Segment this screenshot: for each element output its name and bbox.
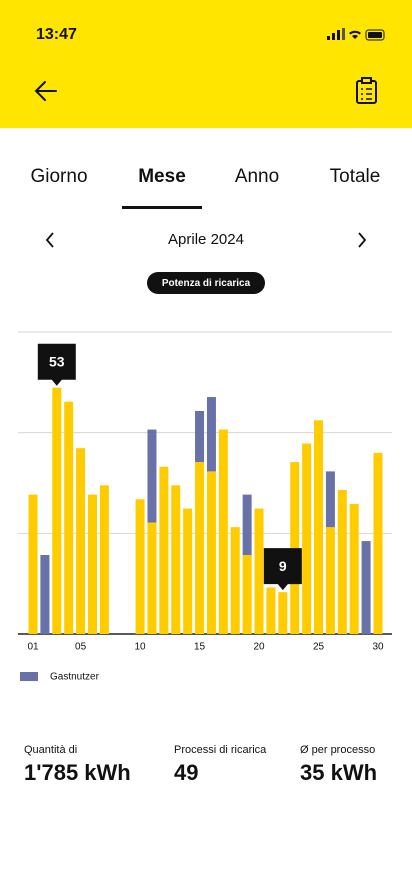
status-icons <box>327 28 385 41</box>
bar <box>218 429 228 634</box>
bar <box>349 503 359 634</box>
bar <box>290 462 300 634</box>
prev-month[interactable] <box>45 232 54 248</box>
x-tick-label: 10 <box>135 642 147 653</box>
bar <box>325 471 335 528</box>
x-tick-label: 20 <box>253 642 265 653</box>
stat-value: 49 <box>174 760 198 785</box>
callout-label: 53 <box>49 353 65 369</box>
bar <box>76 448 86 634</box>
stat-label: Processi di ricarica <box>174 744 267 756</box>
x-tick-label: 05 <box>75 642 87 653</box>
tab[interactable]: Mese <box>138 166 186 187</box>
bar <box>195 410 205 463</box>
chart: 01 05 10 15 20 25 30 53 9 Gastnutzer <box>18 331 392 683</box>
legend-swatch <box>20 672 38 681</box>
back-button[interactable] <box>34 81 57 101</box>
bar <box>147 429 157 523</box>
app-bar <box>0 0 412 128</box>
bar <box>87 494 97 634</box>
tab[interactable]: Anno <box>235 166 279 187</box>
callout <box>37 343 76 386</box>
bar <box>361 541 371 634</box>
status-time: 13:47 <box>36 26 77 43</box>
tab-indicator <box>122 206 202 209</box>
bar <box>206 471 216 634</box>
stat-label: Quantità di <box>24 744 77 756</box>
bar <box>28 494 38 634</box>
bar <box>159 466 169 634</box>
bar <box>314 420 324 634</box>
bar <box>278 592 288 634</box>
tab[interactable]: Giorno <box>30 166 87 187</box>
bar <box>147 522 157 634</box>
bar <box>52 387 62 634</box>
x-tick-label: 15 <box>194 642 206 653</box>
x-tick-label: 25 <box>313 642 325 653</box>
bar <box>171 485 181 634</box>
bar <box>242 494 252 556</box>
metric-chip[interactable] <box>147 272 265 294</box>
bar <box>242 555 252 634</box>
stat-label: Ø per processo <box>300 744 375 756</box>
x-tick-label: 30 <box>372 642 384 653</box>
report-button[interactable] <box>356 77 377 104</box>
bar <box>195 462 205 634</box>
bar <box>230 527 240 634</box>
stat-value: 35 kWh <box>300 760 377 785</box>
bar <box>206 397 216 472</box>
bar <box>99 485 109 634</box>
bar <box>254 508 264 634</box>
legend-label: Gastnutzer <box>50 672 100 683</box>
x-tick-label: 01 <box>27 642 39 653</box>
next-month[interactable] <box>358 232 367 248</box>
period-label: Aprile 2024 <box>168 231 244 248</box>
bar <box>373 452 383 634</box>
callout <box>263 548 302 591</box>
callout-label: 9 <box>279 558 287 574</box>
bar <box>325 527 335 634</box>
bar <box>135 499 145 634</box>
bar <box>64 401 74 634</box>
metric-chip-label: Potenza di ricarica <box>162 278 251 289</box>
bar <box>337 489 347 634</box>
bar <box>266 587 276 634</box>
bar <box>302 443 312 634</box>
stat-value: 1'785 kWh <box>24 760 131 785</box>
bar <box>183 508 193 634</box>
tab[interactable]: Totale <box>330 166 381 187</box>
bar <box>40 555 50 634</box>
